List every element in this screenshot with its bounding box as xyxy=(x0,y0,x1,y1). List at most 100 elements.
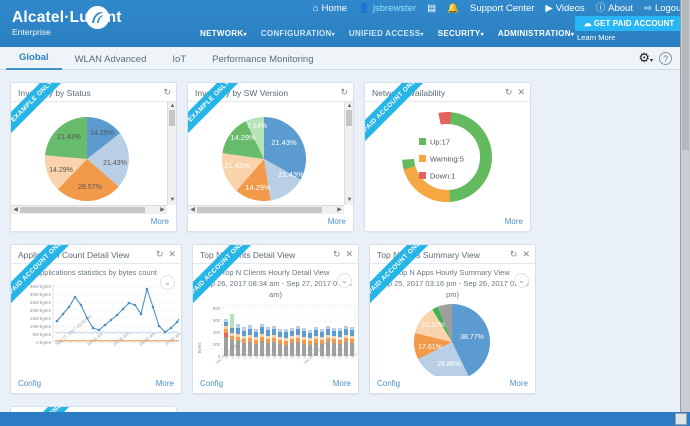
scroll-down-icon[interactable]: ▼ xyxy=(169,197,176,203)
chevron-down-icon[interactable]: ⌄ xyxy=(160,275,175,290)
chevron-down-icon: ▾ xyxy=(570,32,575,38)
app-header: Alcatel·Lucent Enterprise ⌂ Home 👤 jsbre… xyxy=(0,0,680,47)
vscroll-thumb[interactable] xyxy=(169,110,175,126)
utility-videos[interactable]: ▶ Videos xyxy=(545,3,584,14)
video-icon: ▶ xyxy=(545,2,553,14)
more-link[interactable]: More xyxy=(504,217,523,226)
widget-footer: More xyxy=(365,214,530,231)
config-link[interactable]: Config xyxy=(200,379,224,388)
tab-global[interactable]: Global xyxy=(6,52,62,70)
more-link[interactable]: More xyxy=(509,379,528,388)
resize-grip[interactable] xyxy=(675,413,687,425)
nav-item-unified-access[interactable]: UNIFIED ACCESS▾ xyxy=(349,29,424,38)
refresh-icon[interactable]: ↻ xyxy=(332,249,341,259)
config-link[interactable]: Config xyxy=(377,379,401,388)
refresh-icon[interactable]: ↻ xyxy=(509,249,518,259)
scroll-right-icon[interactable]: ▶ xyxy=(160,207,165,213)
get-paid-account-button[interactable]: ☁ GET PAID ACCOUNT xyxy=(575,16,680,31)
utility-user[interactable]: 👤 jsbrewster xyxy=(358,3,416,14)
tab-performance-monitoring[interactable]: Performance Monitoring xyxy=(212,54,314,65)
gear-icon[interactable]: ⚙▾ xyxy=(638,50,653,65)
widget-top-n-clients-detail: Top N Clients Detail View ↻ ✕ PAID ACCOU… xyxy=(192,244,359,394)
more-link[interactable]: More xyxy=(155,379,174,388)
svg-text:10.10%: 10.10% xyxy=(421,322,445,329)
svg-text:Bytes: Bytes xyxy=(197,343,202,354)
widget-title: Inventory by Status ↻ xyxy=(11,83,176,102)
tab-wlan-advanced[interactable]: WLAN Advanced xyxy=(74,54,147,65)
chevron-down-icon[interactable]: ⌄ xyxy=(514,273,529,288)
svg-text:14.29%: 14.29% xyxy=(230,133,256,142)
svg-text:0 bytes: 0 bytes xyxy=(36,340,52,345)
vscroll-thumb[interactable] xyxy=(346,110,352,126)
widget-actions: ↻ ✕ xyxy=(333,249,353,260)
more-link[interactable]: More xyxy=(327,217,346,226)
close-icon[interactable]: ✕ xyxy=(517,87,525,97)
nav-item-configuration[interactable]: CONFIGURATION▾ xyxy=(261,29,335,38)
refresh-icon[interactable]: ↻ xyxy=(155,249,164,259)
widget-application-count-detail: Application Count Detail View ↻ ✕ PAID A… xyxy=(10,244,182,394)
chevron-down-icon: ▾ xyxy=(420,32,424,38)
close-icon[interactable]: ✕ xyxy=(522,249,530,259)
utility-about[interactable]: ⓘ About xyxy=(596,3,633,14)
svg-text:10M bytes: 10M bytes xyxy=(30,324,52,329)
widget-hscrollbar[interactable]: ◀ ▶ xyxy=(188,205,344,214)
svg-text:28.57%: 28.57% xyxy=(78,184,102,191)
refresh-icon[interactable]: ↻ xyxy=(504,87,513,97)
utility-support[interactable]: Support Center xyxy=(470,3,534,14)
hscroll-thumb[interactable] xyxy=(20,207,145,213)
page-scrollbar[interactable] xyxy=(680,0,690,412)
svg-text:200: 200 xyxy=(213,342,221,347)
utility-logout[interactable]: ⇨ Logout xyxy=(644,3,680,14)
widget-title: Top N Clients Detail View ↻ ✕ xyxy=(193,245,358,264)
close-icon[interactable]: ✕ xyxy=(345,249,353,259)
scroll-left-icon[interactable]: ◀ xyxy=(13,207,18,213)
close-icon[interactable]: ✕ xyxy=(163,411,171,412)
widget-title: Application Count Detail View ↻ ✕ xyxy=(11,245,181,264)
scroll-left-icon[interactable]: ◀ xyxy=(190,207,195,213)
more-link[interactable]: More xyxy=(332,379,351,388)
nav-item-security[interactable]: SECURITY▾ xyxy=(438,29,484,38)
scroll-right-icon[interactable]: ▶ xyxy=(337,207,342,213)
scroll-up-icon[interactable]: ▲ xyxy=(169,103,176,109)
page-scroll-thumb[interactable] xyxy=(682,0,689,150)
utility-alerts[interactable]: 🔔 xyxy=(447,4,459,14)
more-link[interactable]: More xyxy=(150,217,169,226)
widget-hscrollbar[interactable]: ◀ ▶ xyxy=(11,205,167,214)
utility-nav: ⌂ Home 👤 jsbrewster ▤ 🔔 Support Center ▶… xyxy=(313,3,680,14)
widget-body: Top N Apps Hourly Summary View (Sep 25, … xyxy=(370,264,535,376)
learn-more-link[interactable]: Learn More xyxy=(577,33,616,42)
widget-footer: Config More xyxy=(193,376,358,393)
alcatel-lucent-logo-icon xyxy=(86,6,109,29)
svg-text:30M bytes: 30M bytes xyxy=(30,292,52,297)
widget-footer: Config More xyxy=(11,376,181,393)
close-icon[interactable]: ✕ xyxy=(168,249,176,259)
svg-text:05:34 am: 05:34 am xyxy=(344,348,357,360)
widget-vscrollbar[interactable]: ▲ ▼ xyxy=(344,102,353,205)
utility-user-label: jsbrewster xyxy=(372,3,417,14)
nav-item-network[interactable]: NETWORK▾ xyxy=(200,29,247,38)
scroll-down-icon[interactable]: ▼ xyxy=(346,197,353,203)
tab-iot[interactable]: IoT xyxy=(172,54,187,65)
widget-vscrollbar[interactable]: ▲ ▼ xyxy=(167,102,176,205)
home-icon: ⌂ xyxy=(312,2,319,14)
chart-subtitle: Top N Clients Hourly Detail View xyxy=(221,268,330,277)
utility-layout[interactable]: ▤ xyxy=(427,4,436,14)
chevron-down-icon[interactable]: ⌄ xyxy=(337,273,352,288)
svg-text:20M bytes: 20M bytes xyxy=(30,308,52,313)
widget-inventory-by-sw-version: Inventory by SW Version ↻ EXAMPLE ONLY xyxy=(187,82,354,232)
refresh-icon[interactable]: ↻ xyxy=(163,87,171,97)
svg-text:04:34 pm: 04:34 pm xyxy=(266,348,279,360)
config-link[interactable]: Config xyxy=(18,379,42,388)
scroll-up-icon[interactable]: ▲ xyxy=(346,103,353,109)
nav-item-administration[interactable]: ADMINISTRATION▾ xyxy=(498,29,574,38)
refresh-icon[interactable]: ↻ xyxy=(340,87,348,97)
utility-home[interactable]: ⌂ Home xyxy=(313,3,347,14)
hscroll-thumb[interactable] xyxy=(197,207,322,213)
svg-text:5M bytes: 5M bytes xyxy=(32,332,51,337)
help-icon[interactable]: ? xyxy=(659,51,672,65)
utility-support-label: Support Center xyxy=(469,3,535,14)
svg-text:10:34 pm: 10:34 pm xyxy=(302,348,315,360)
refresh-icon[interactable]: ↻ xyxy=(151,411,159,412)
svg-text:06:34 pm: 06:34 pm xyxy=(278,348,291,360)
